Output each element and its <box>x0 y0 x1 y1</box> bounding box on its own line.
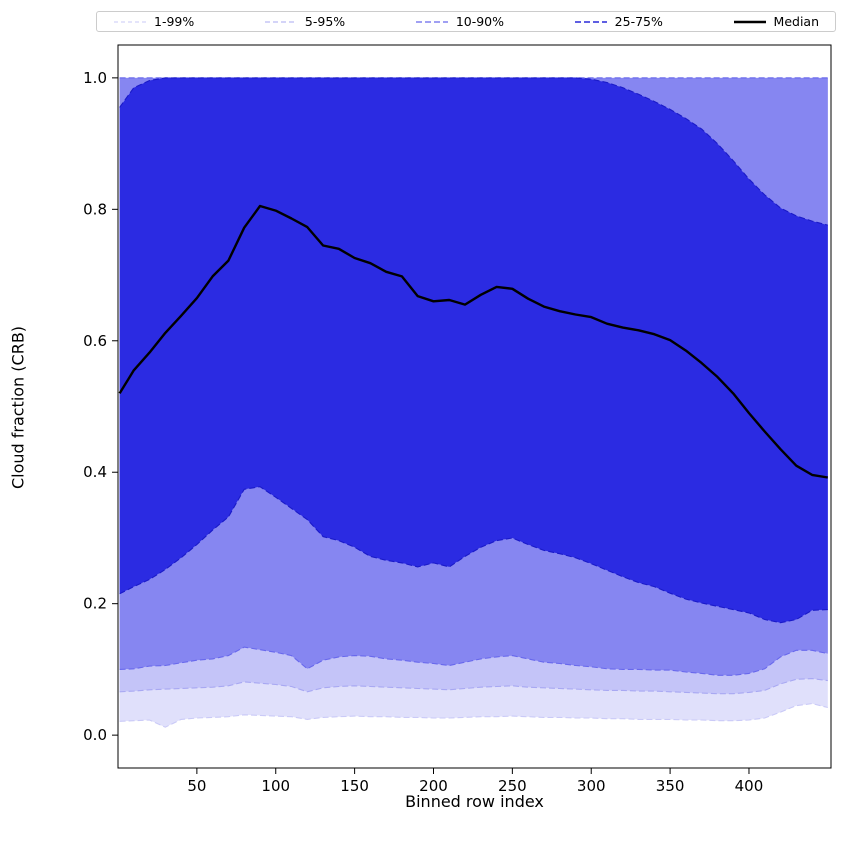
median-line <box>118 204 828 479</box>
legend-label: 1-99% <box>154 14 195 29</box>
band-25-75% <box>119 77 828 623</box>
y-tick-label-1: 1.0 <box>83 69 107 87</box>
legend-line-sample <box>114 21 146 22</box>
x-tick-label-400: 400 <box>735 777 764 795</box>
x-tick-label-250: 250 <box>498 777 527 795</box>
legend-line-sample <box>733 20 766 23</box>
y-axis-label: Cloud fraction (CRB) <box>8 325 28 490</box>
x-tick-label-200: 200 <box>419 777 448 795</box>
axes-spines <box>117 44 832 769</box>
band-edge-1-99% <box>119 703 828 728</box>
legend-line-sample <box>415 20 448 23</box>
x-tick-label-150: 150 <box>340 777 369 795</box>
x-tick-label-300: 300 <box>577 777 606 795</box>
legend-item-5-95-: 5-95% <box>264 14 345 29</box>
legend-label: 5-95% <box>304 14 346 29</box>
band-edge-25-75% <box>119 486 828 624</box>
y-tick-label-0.8: 0.8 <box>83 200 107 218</box>
legend-item-median: Median <box>733 14 819 29</box>
legend-item-10-90-: 10-90% <box>415 14 504 29</box>
y-tick-label-0.4: 0.4 <box>83 463 107 481</box>
legend-label: 10-90% <box>455 14 505 29</box>
y-tick-label-0.6: 0.6 <box>83 332 107 350</box>
legend-item-1-99-: 1-99% <box>113 14 194 29</box>
y-tick-label-0.2: 0.2 <box>83 595 107 613</box>
x-axis-label: Binned row index <box>405 792 544 811</box>
plot-area <box>118 77 828 728</box>
x-tick-label-350: 350 <box>656 777 685 795</box>
legend: 1-99% 5-95% 10-90% 25-75% Median <box>96 11 836 32</box>
band-edge-10-90% <box>119 646 828 676</box>
legend-item-25-75-: 25-75% <box>574 14 663 29</box>
x-tick-label-50: 50 <box>187 777 206 795</box>
band-edge-5-95% <box>119 678 828 695</box>
y-tick-label-0: 0.0 <box>83 726 107 744</box>
legend-line-sample <box>264 21 297 22</box>
legend-line-sample <box>574 20 607 23</box>
x-tick-label-100: 100 <box>261 777 290 795</box>
band-edge-25-75% <box>119 77 828 226</box>
legend-label: 25-75% <box>614 14 663 29</box>
legend-label: Median <box>773 14 819 29</box>
